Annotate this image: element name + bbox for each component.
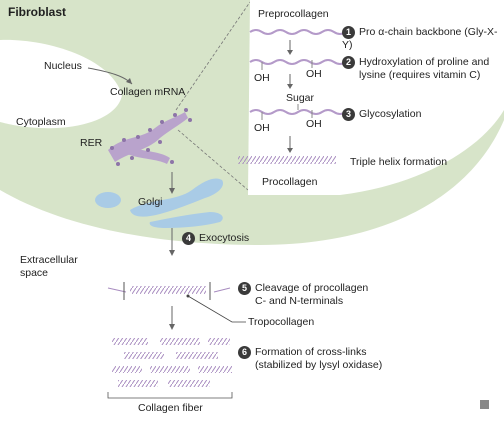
step-3: 3 Glycosylation [342, 108, 421, 121]
step-6-text-2: (stabilized by lysyl oxidase) [255, 359, 383, 372]
step-4: 4 Exocytosis [182, 232, 249, 245]
step-6: 6 Formation of cross-links (stabilized by… [238, 346, 382, 372]
hydroxylated-chain [249, 59, 347, 65]
step-2: 2 Hydroxylation of proline and lysine (re… [342, 56, 489, 82]
step-triple-helix: Triple helix formation [350, 156, 447, 169]
tropocollagen-label: Tropocollagen [248, 316, 315, 328]
procollagen-label: Procollagen [262, 176, 318, 188]
step-1-text: Pro α-chain backbone (Gly-X-Y) [342, 26, 498, 52]
oh-label-2: OH [306, 68, 322, 80]
golgi-shape [95, 178, 224, 228]
preprocollagen-label: Preprocollagen [258, 8, 329, 20]
oh-label-3: OH [254, 122, 270, 134]
title: Fibroblast [8, 5, 67, 19]
pro-alpha-chain [249, 29, 347, 35]
step-3-text: Glycosylation [359, 108, 422, 120]
step-2-text-2: lysine (requires vitamin C) [359, 69, 481, 82]
step-2-text-1: Hydroxylation of proline and [359, 56, 490, 68]
collagen-fiber-label: Collagen fiber [138, 402, 203, 414]
triple-helix [238, 156, 336, 164]
extracellular-label: Extracellular space [20, 254, 78, 279]
fiber-bracket [107, 392, 233, 399]
triple-helix-text: Triple helix formation [350, 156, 448, 168]
step-1: 1 Pro α-chain backbone (Gly-X-Y) [342, 26, 504, 53]
cytoplasm-label: Cytoplasm [16, 116, 66, 128]
rer-shape [108, 108, 192, 166]
rer-label: RER [80, 137, 103, 149]
glycosylated-chain [249, 109, 347, 115]
step-6-badge: 6 [238, 346, 251, 359]
step-1-badge: 1 [342, 26, 355, 39]
step-5: 5 Cleavage of procollagen C- and N-termin… [238, 282, 368, 308]
golgi-label: Golgi [138, 196, 163, 208]
tropocollagen-pointer [187, 295, 246, 323]
collagen-fiber [112, 338, 232, 387]
sugar-label: Sugar [286, 92, 315, 104]
zoom-line-top [175, 1, 251, 111]
collagen-mrna-label: Collagen mRNA [110, 86, 186, 98]
procollagen-extracellular [130, 286, 206, 294]
step-4-text: Exocytosis [199, 232, 250, 244]
zoom-panel [248, 0, 504, 195]
oh-label-4: OH [306, 118, 322, 130]
corner-logo [480, 400, 489, 409]
step-5-text-1: Cleavage of procollagen [255, 282, 369, 294]
step-2-badge: 2 [342, 56, 355, 69]
oh-label-1: OH [254, 72, 270, 84]
nucleus-shape [0, 39, 122, 129]
step-4-badge: 4 [182, 232, 195, 245]
zoom-line-bottom [177, 129, 249, 191]
step-6-text-1: Formation of cross-links [255, 346, 367, 358]
step-5-badge: 5 [238, 282, 251, 295]
nucleus-label: Nucleus [44, 60, 82, 72]
step-5-text-2: C- and N-terminals [255, 295, 344, 308]
step-3-badge: 3 [342, 108, 355, 121]
